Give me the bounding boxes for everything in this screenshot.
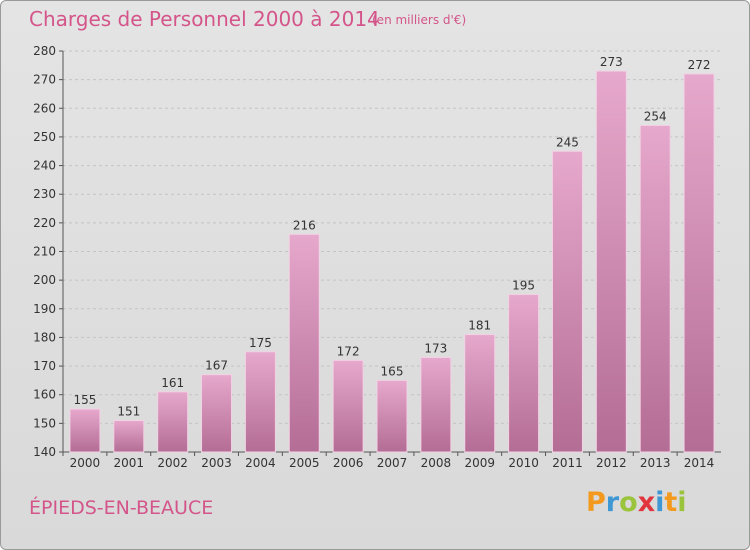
bar-2007 [376,379,408,453]
x-tick-label: 2008 [421,456,452,470]
y-tick-label: 160 [33,388,56,402]
x-tick-label: 2003 [201,456,232,470]
value-label: 172 [337,344,360,358]
y-tick-label: 170 [33,359,56,373]
bar-2011 [551,150,583,453]
bar-2008 [420,356,452,453]
x-tick-label: 2010 [508,456,539,470]
value-label: 273 [600,55,623,69]
value-label: 161 [161,376,184,390]
bar-2003 [201,374,233,453]
x-tick-label: 2001 [114,456,145,470]
value-label: 181 [468,319,491,333]
x-tick-label: 2009 [464,456,495,470]
bar-2013 [639,124,671,453]
y-tick-label: 260 [33,101,56,115]
value-label: 151 [117,404,140,418]
x-tick-label: 2006 [333,456,364,470]
y-tick-label: 240 [33,159,56,173]
x-tick-label: 2014 [684,456,715,470]
x-tick-label: 2005 [289,456,320,470]
value-label: 155 [73,393,96,407]
x-tick-label: 2011 [552,456,583,470]
y-tick-label: 270 [33,73,56,87]
proxiti-logo: Proxiti [586,487,687,518]
y-tick-label: 210 [33,245,56,259]
y-tick-label: 200 [33,273,56,287]
logo-letter: o [619,487,638,518]
value-label: 245 [556,135,579,149]
value-label: 216 [293,218,316,232]
bar-2002 [157,391,189,453]
x-tick-label: 2004 [245,456,276,470]
bar-2006 [332,359,364,453]
logo-letter: P [586,487,606,518]
y-tick-label: 250 [33,130,56,144]
logo-letter: i [677,487,687,518]
y-tick-label: 140 [33,445,56,459]
logo-letter: x [637,487,656,518]
value-label: 165 [381,364,404,378]
chart-subtitle: (en milliers d'€) [372,13,467,27]
bar-2010 [508,293,540,453]
y-tick-label: 150 [33,416,56,430]
x-tick-label: 2013 [640,456,671,470]
value-label: 195 [512,278,535,292]
value-label: 175 [249,336,272,350]
value-label: 167 [205,359,228,373]
bar-2005 [288,233,320,453]
chart-title: Charges de Personnel 2000 à 2014 [29,7,380,31]
bar-2004 [244,351,276,453]
bar-2000 [69,408,101,453]
y-tick-label: 280 [33,44,56,58]
x-tick-label: 2002 [157,456,188,470]
y-tick-label: 230 [33,187,56,201]
value-label: 173 [424,341,447,355]
logo-letter: r [605,487,620,518]
place-name: ÉPIEDS-EN-BEAUCE [29,497,214,519]
logo-letter: i [655,487,665,518]
bar-2012 [595,70,627,453]
bar-2009 [464,334,496,453]
x-tick-label: 2000 [70,456,101,470]
bar-2001 [113,419,145,453]
bar-2014 [683,73,715,453]
value-label: 254 [644,109,667,123]
x-tick-label: 2012 [596,456,627,470]
y-tick-label: 220 [33,216,56,230]
x-tick-label: 2007 [377,456,408,470]
y-tick-label: 190 [33,302,56,316]
logo-letter: t [664,487,678,518]
y-tick-label: 180 [33,330,56,344]
value-label: 272 [688,58,711,72]
